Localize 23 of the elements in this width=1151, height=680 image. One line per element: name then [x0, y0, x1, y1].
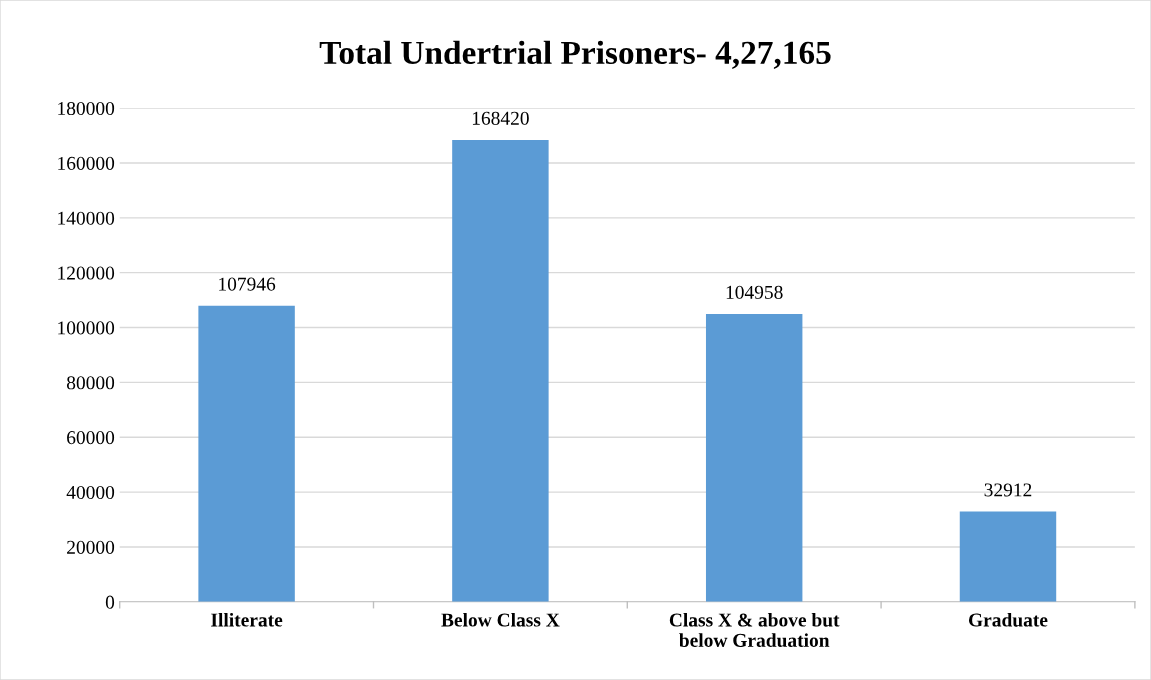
- data-label: 32912: [984, 483, 1032, 497]
- y-tick-label: 0: [105, 595, 115, 609]
- y-tick-label: 100000: [58, 321, 115, 335]
- x-tick-label: Illiterate: [211, 612, 283, 627]
- chart-title: Total Undertrial Prisoners- 4,27,165: [319, 40, 831, 69]
- bar: [198, 305, 295, 602]
- y-tick-label: 120000: [58, 266, 115, 280]
- y-tick-label: 180000: [58, 101, 115, 116]
- bar: [705, 313, 803, 602]
- data-label: 168420: [472, 111, 529, 125]
- y-tick-label: 40000: [66, 485, 115, 500]
- y-tick-label: 140000: [58, 211, 115, 225]
- x-tick-label: Graduate: [968, 612, 1048, 627]
- y-tick-label: 160000: [58, 156, 115, 170]
- data-label: 107946: [219, 277, 276, 291]
- data-label: 104958: [726, 285, 783, 299]
- bar: [959, 511, 1057, 602]
- y-tick-label: 20000: [67, 540, 115, 554]
- y-tick-label: 60000: [67, 431, 115, 445]
- bar: [452, 139, 549, 602]
- x-tick-label: Class X & above but below Graduation: [669, 612, 840, 647]
- x-tick-label: Below Class X: [441, 612, 560, 627]
- y-tick-label: 80000: [66, 376, 115, 390]
